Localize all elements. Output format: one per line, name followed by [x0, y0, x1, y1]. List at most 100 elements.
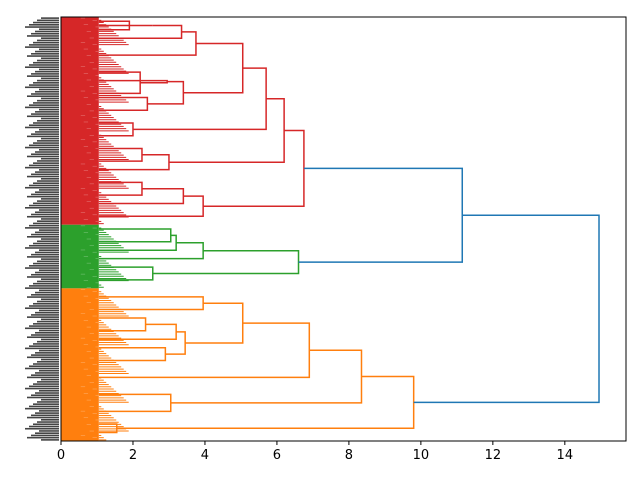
- leaf-label-mark: [27, 356, 59, 359]
- leaf-label-mark: [39, 108, 59, 111]
- leaf-label-mark: [35, 352, 59, 354]
- leaf-label-mark: [27, 95, 59, 98]
- leaf-label-mark: [37, 200, 59, 202]
- leaf-label-mark: [33, 82, 59, 84]
- leaf-label-mark: [29, 325, 59, 327]
- leaf-label-mark: [33, 102, 59, 104]
- leaf-label-mark: [25, 46, 59, 48]
- leaf-label-mark: [35, 30, 59, 33]
- leaf-label-mark: [27, 135, 59, 138]
- leaf-label-mark: [27, 296, 59, 298]
- leaf-label-mark: [31, 133, 59, 135]
- leaf-label-mark: [41, 419, 59, 421]
- leaf-label-mark: [31, 32, 59, 35]
- leaf-label-mark: [25, 227, 59, 229]
- leaf-label-mark: [41, 338, 59, 341]
- leaf-label-mark: [33, 61, 59, 64]
- leaf-label-mark: [39, 249, 59, 251]
- leaf-label-mark: [31, 414, 59, 417]
- leaf-label-mark: [37, 300, 59, 303]
- x-axis-ticks: 0 2 4 6 8 10 12 14: [57, 441, 573, 463]
- leaf-label-mark: [33, 122, 59, 124]
- leaf-label-mark: [41, 137, 59, 140]
- leaf-label-mark: [27, 376, 59, 379]
- leaf-label-mark: [33, 343, 59, 345]
- leaf-label-mark: [39, 410, 59, 412]
- cluster-leaf-block-orange: [61, 288, 99, 441]
- leaf-label-mark: [33, 323, 59, 325]
- leaf-label-mark: [39, 329, 59, 332]
- leaf-label-mark: [33, 262, 59, 265]
- leaf-label-mark: [35, 50, 59, 53]
- leaf-label-mark: [29, 104, 59, 106]
- leaf-label-mark: [37, 39, 59, 42]
- leaf-label-mark: [27, 236, 59, 238]
- leaf-label-mark: [27, 396, 59, 399]
- leaf-label-mark: [31, 374, 59, 376]
- leaf-label-mark: [35, 131, 59, 133]
- leaf-label-mark: [41, 177, 59, 180]
- leaf-label-mark: [37, 220, 59, 222]
- leaf-label-mark: [27, 35, 59, 37]
- leaf-label-mark: [41, 97, 59, 100]
- leaf-label-mark: [25, 327, 59, 330]
- leaf-label-mark: [27, 155, 59, 158]
- leaf-label-mark: [33, 142, 59, 144]
- leaf-label-mark: [39, 189, 59, 191]
- leaf-label-mark: [39, 48, 59, 51]
- leaf-label-mark: [29, 24, 59, 26]
- leaf-label-mark: [27, 436, 59, 439]
- leaf-label-mark: [37, 280, 59, 283]
- leaf-label-mark: [39, 289, 59, 292]
- leaf-label-mark: [27, 256, 59, 258]
- leaf-label-mark: [39, 148, 59, 151]
- leaf-label-mark: [31, 354, 59, 356]
- link-t2: [413, 214, 600, 404]
- leaf-label-mark: [31, 334, 59, 336]
- leaf-label-mark: [33, 403, 59, 405]
- leaf-label-mark: [41, 198, 59, 200]
- leaf-label-mark: [35, 231, 59, 234]
- leaf-label-mark: [35, 311, 59, 314]
- leaf-label-mark: [29, 405, 59, 408]
- leaf-label-mark: [31, 153, 59, 156]
- leaf-label-mark: [35, 70, 59, 73]
- leaf-label-mark: [31, 193, 59, 196]
- leaf-label-mark: [33, 302, 59, 305]
- leaf-label-mark: [27, 175, 59, 178]
- leaf-label-mark: [35, 432, 59, 434]
- leaf-label-mark: [41, 117, 59, 120]
- leaf-label-mark: [35, 251, 59, 254]
- leaf-label-mark: [41, 218, 59, 220]
- leaf-label-mark: [33, 222, 59, 225]
- leaf-label-mark: [29, 184, 59, 187]
- leaf-label-mark: [37, 180, 59, 182]
- leaf-label-mark: [29, 305, 59, 307]
- leaf-label-mark: [37, 99, 59, 102]
- leaf-label-mark: [39, 389, 59, 392]
- leaf-label-mark: [29, 285, 59, 287]
- leaf-label-mark: [41, 77, 59, 80]
- leaf-label-mark: [33, 282, 59, 285]
- leaf-label-mark: [31, 213, 59, 216]
- leaf-label-mark: [33, 41, 59, 44]
- leaf-label-mark: [37, 401, 59, 403]
- cluster-leaf-block-green: [61, 224, 99, 289]
- leaf-label-mark: [33, 423, 59, 426]
- leaf-label-mark: [41, 57, 59, 60]
- leaf-label-mark: [35, 412, 59, 414]
- leaf-label-mark: [29, 385, 59, 388]
- leaf-label-mark: [37, 421, 59, 423]
- leaf-label-mark: [39, 68, 59, 71]
- leaf-label-mark: [37, 320, 59, 323]
- leaf-label-mark: [37, 240, 59, 243]
- leaf-label-mark: [33, 162, 59, 164]
- leaf-label-mark: [33, 363, 59, 365]
- leaf-label-mark: [25, 26, 59, 28]
- leaf-label-mark: [37, 381, 59, 383]
- leaf-label-mark: [39, 88, 59, 91]
- leaf-label-mark: [41, 439, 59, 441]
- leaf-label-mark: [37, 19, 59, 22]
- leaf-label-mark: [39, 369, 59, 372]
- leaf-label-mark: [25, 186, 59, 189]
